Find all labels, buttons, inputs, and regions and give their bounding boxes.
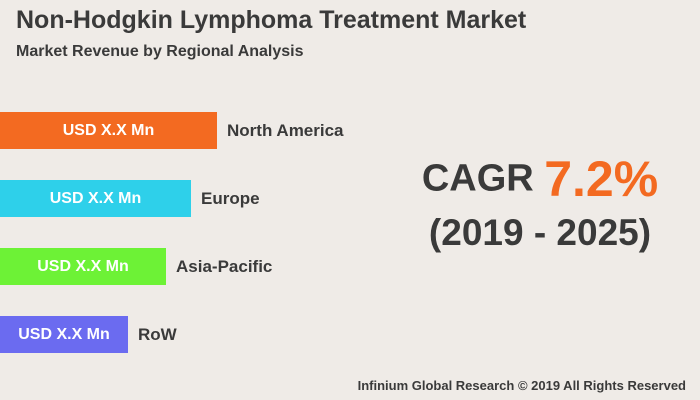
bar-north-america: USD X.X Mn — [0, 112, 217, 149]
bar-europe: USD X.X Mn — [0, 180, 191, 217]
bar-row: USD X.X Mn — [0, 316, 128, 353]
region-label-north-america: North America — [227, 120, 344, 140]
region-label-europe: Europe — [201, 188, 260, 208]
region-label-asia-pacific: Asia-Pacific — [176, 256, 273, 276]
bar-asia-pacific: USD X.X Mn — [0, 248, 166, 285]
chart-title: Non-Hodgkin Lymphoma Treatment Market — [16, 6, 527, 34]
cagr-block: CAGR 7.2% — [405, 150, 675, 208]
region-label-row: RoW — [138, 324, 177, 344]
cagr-label: CAGR — [421, 157, 534, 200]
cagr-value: 7.2% — [544, 151, 659, 207]
chart-subtitle: Market Revenue by Regional Analysis — [16, 43, 304, 60]
copyright-footer: Infinium Global Research © 2019 All Righ… — [357, 378, 686, 393]
cagr-period: (2019 - 2025) — [428, 212, 652, 253]
